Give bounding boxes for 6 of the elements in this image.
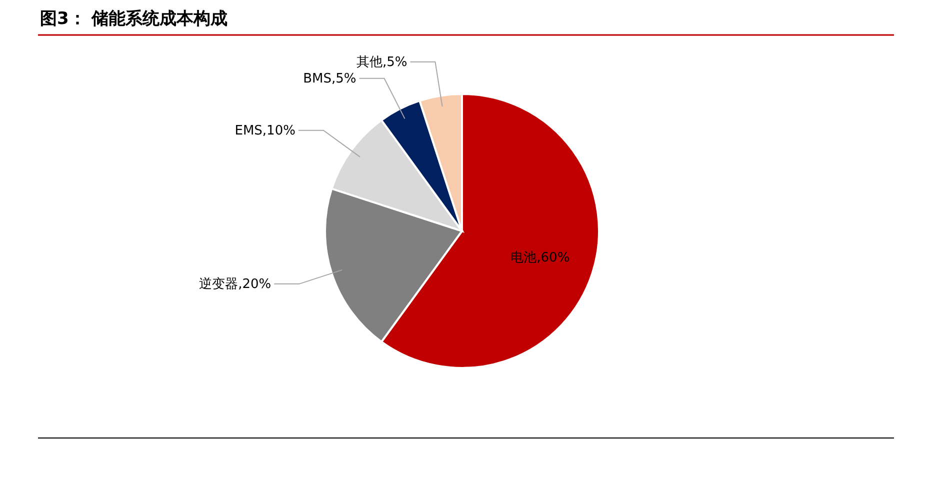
slice-label: 逆变器,20% (199, 276, 272, 292)
slice-label: BMS,5% (303, 71, 356, 86)
chart-title: 图3： 储能系统成本构成 (40, 9, 228, 29)
slice-label: 电池,60% (510, 250, 570, 266)
slice-label: 其他,5% (356, 54, 408, 70)
slice-label: EMS,10% (234, 123, 296, 138)
